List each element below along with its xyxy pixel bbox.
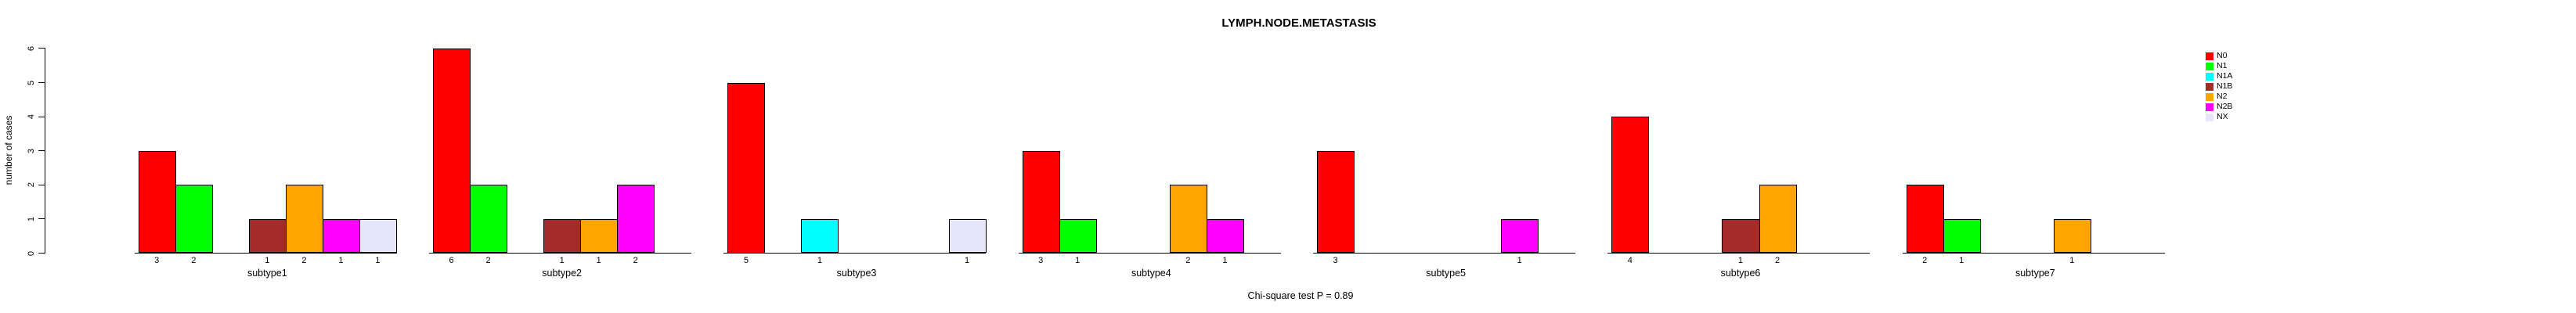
bar-value-label: 1 bbox=[2069, 256, 2075, 265]
group-label: subtype7 bbox=[2015, 267, 2055, 279]
axis-baseline bbox=[1313, 253, 1576, 254]
bar-value-label: 1 bbox=[965, 256, 970, 265]
bar-value-label: 1 bbox=[1959, 256, 1964, 265]
legend-swatch-n0 bbox=[2206, 52, 2213, 60]
bar-n0-subtype3 bbox=[727, 82, 766, 254]
legend-swatch-n2b bbox=[2206, 103, 2213, 111]
group-label: subtype2 bbox=[542, 267, 583, 279]
legend-label-n2b: N2B bbox=[2217, 101, 2233, 111]
bar-value-label: 2 bbox=[1185, 256, 1191, 265]
bar-value-label: 2 bbox=[301, 256, 307, 265]
bar-n0-subtype5 bbox=[1317, 150, 1355, 254]
legend-label-n2: N2 bbox=[2217, 91, 2228, 101]
legend-label-n1b: N1B bbox=[2217, 81, 2233, 91]
y-tick-label: 1 bbox=[27, 216, 36, 221]
bar-value-label: 6 bbox=[449, 256, 454, 265]
bar-n0-subtype1 bbox=[138, 150, 176, 254]
bar-nx-subtype3 bbox=[948, 218, 987, 254]
axis-baseline bbox=[1607, 253, 1871, 254]
legend-swatch-n1a bbox=[2206, 72, 2213, 81]
group-label: subtype6 bbox=[1720, 267, 1761, 279]
bar-n2-subtype1 bbox=[285, 185, 323, 254]
bar-value-label: 1 bbox=[1222, 256, 1228, 265]
legend-label-n1a: N1A bbox=[2217, 70, 2233, 81]
bar-value-label: 1 bbox=[1075, 256, 1081, 265]
bar-n1b-subtype1 bbox=[248, 218, 287, 254]
bar-n2b-subtype1 bbox=[322, 218, 360, 254]
group-label: subtype5 bbox=[1426, 267, 1467, 279]
annotation-text: Chi-square test P = 0.89 bbox=[1247, 290, 1354, 301]
bar-value-label: 4 bbox=[1627, 256, 1633, 265]
legend-label-n0: N0 bbox=[2217, 51, 2228, 60]
legend-label-n1: N1 bbox=[2217, 60, 2228, 70]
y-tick-label: 2 bbox=[27, 182, 36, 188]
y-tick bbox=[38, 82, 45, 83]
y-tick bbox=[38, 253, 45, 254]
y-axis-label: number of cases bbox=[3, 115, 14, 185]
bar-n1a-subtype3 bbox=[801, 218, 839, 254]
bar-value-label: 1 bbox=[1737, 256, 1744, 265]
axis-baseline bbox=[134, 253, 397, 254]
bar-value-label: 1 bbox=[817, 256, 823, 265]
bar-n1-subtype4 bbox=[1059, 218, 1097, 254]
legend-swatch-n1 bbox=[2206, 62, 2213, 70]
bar-value-label: 1 bbox=[265, 256, 270, 265]
legend-swatch-n2 bbox=[2206, 92, 2213, 101]
bar-value-label: 5 bbox=[743, 256, 749, 265]
axis-baseline bbox=[723, 253, 987, 254]
group-label: subtype1 bbox=[247, 267, 287, 279]
chart-title: LYMPH.NODE.METASTASIS bbox=[1221, 16, 1376, 30]
bar-n2-subtype6 bbox=[1759, 185, 1797, 254]
bar-value-label: 2 bbox=[1922, 256, 1928, 265]
bar-n2b-subtype2 bbox=[617, 185, 655, 254]
y-tick-label: 6 bbox=[27, 45, 36, 51]
bar-n0-subtype2 bbox=[433, 48, 471, 254]
legend-label-nx: NX bbox=[2217, 111, 2228, 121]
bar-n1-subtype7 bbox=[1943, 218, 1981, 254]
bar-value-label: 1 bbox=[1517, 256, 1522, 265]
bar-n2-subtype7 bbox=[2053, 218, 2091, 254]
bar-value-label: 2 bbox=[485, 256, 491, 265]
y-tick bbox=[38, 48, 45, 49]
legend-swatch-nx bbox=[2206, 113, 2213, 121]
bar-value-label: 2 bbox=[633, 256, 638, 265]
bar-value-label: 3 bbox=[1038, 256, 1044, 265]
bar-value-label: 1 bbox=[338, 256, 344, 265]
bar-value-label: 1 bbox=[559, 256, 565, 265]
group-label: subtype3 bbox=[836, 267, 877, 279]
bar-value-label: 2 bbox=[1774, 256, 1780, 265]
bar-n2-subtype2 bbox=[580, 218, 619, 254]
axis-baseline bbox=[1902, 253, 2165, 254]
y-tick-label: 3 bbox=[27, 148, 36, 153]
y-tick bbox=[38, 150, 45, 152]
bar-value-label: 2 bbox=[191, 256, 197, 265]
bar-value-label: 3 bbox=[154, 256, 160, 265]
bar-value-label: 1 bbox=[375, 256, 381, 265]
bar-n2-subtype4 bbox=[1169, 185, 1207, 254]
bar-n1b-subtype2 bbox=[543, 218, 582, 254]
axis-baseline bbox=[1018, 253, 1281, 254]
bar-n1-subtype1 bbox=[175, 185, 213, 254]
bar-n2b-subtype4 bbox=[1206, 218, 1244, 254]
axis-baseline bbox=[429, 253, 692, 254]
bar-n1b-subtype6 bbox=[1722, 218, 1760, 254]
bar-n1-subtype2 bbox=[470, 185, 508, 254]
y-tick bbox=[38, 218, 45, 220]
y-tick-label: 5 bbox=[27, 80, 36, 85]
bar-nx-subtype1 bbox=[359, 218, 397, 254]
bar-n0-subtype4 bbox=[1022, 150, 1060, 254]
legend-swatch-n1b bbox=[2206, 82, 2213, 91]
bar-value-label: 1 bbox=[596, 256, 601, 265]
y-tick-label: 4 bbox=[27, 114, 36, 120]
bar-n0-subtype6 bbox=[1611, 117, 1650, 254]
y-tick-label: 0 bbox=[27, 250, 36, 256]
group-label: subtype4 bbox=[1131, 267, 1171, 279]
bar-n2b-subtype5 bbox=[1501, 218, 1539, 254]
bar-n0-subtype7 bbox=[1906, 185, 1944, 254]
bar-value-label: 3 bbox=[1333, 256, 1338, 265]
